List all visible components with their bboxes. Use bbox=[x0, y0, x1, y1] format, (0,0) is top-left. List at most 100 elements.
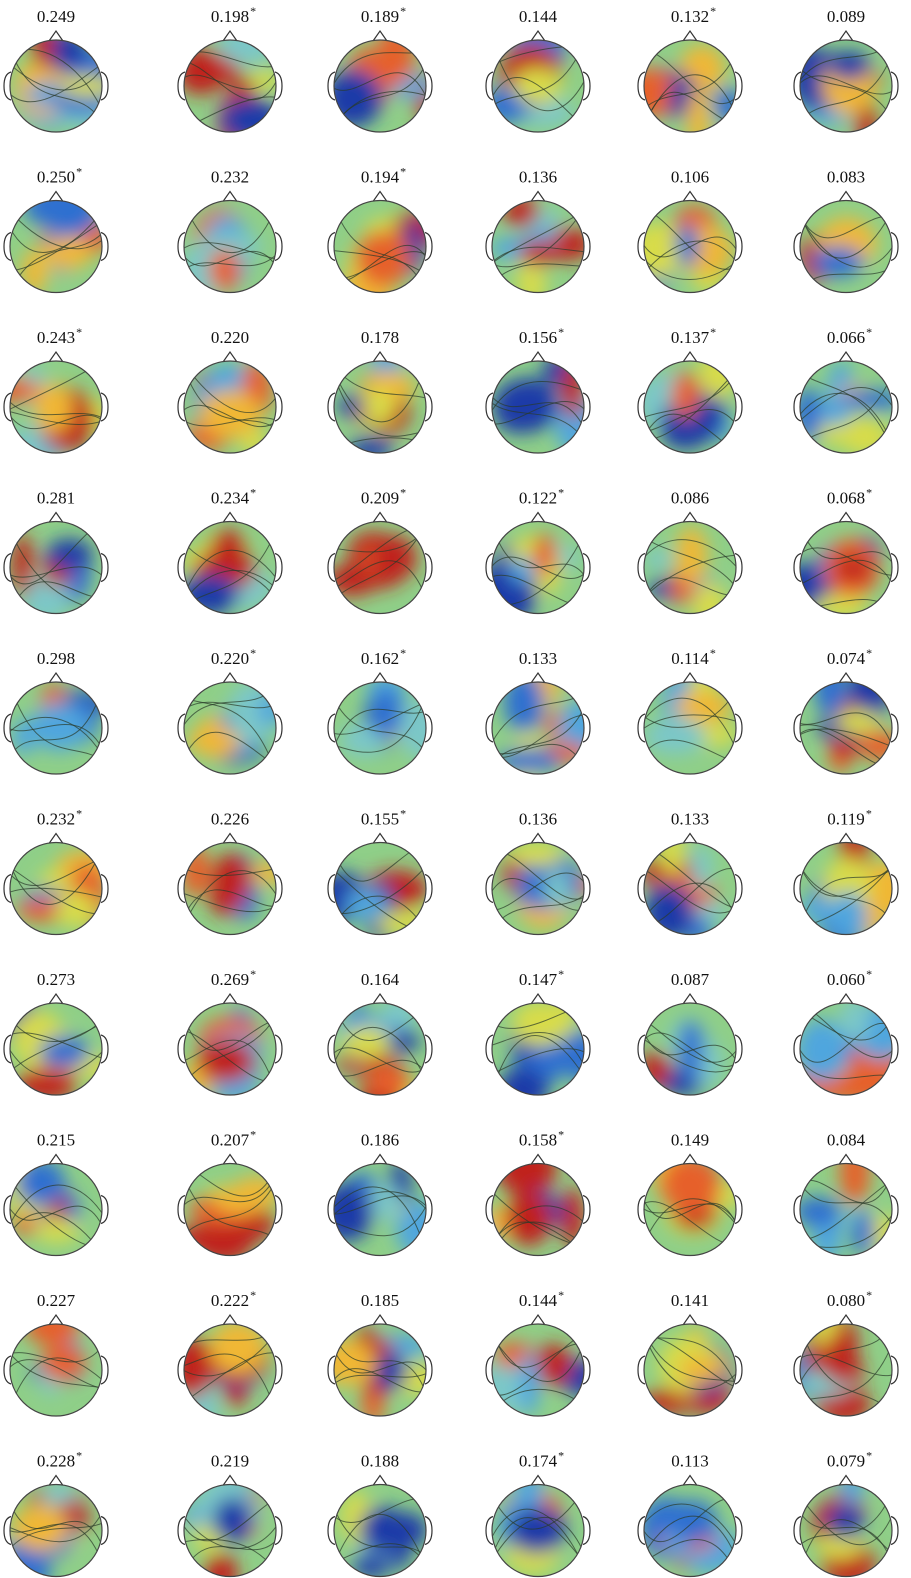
topomap bbox=[178, 834, 288, 935]
topomap-field bbox=[10, 843, 120, 935]
topomap bbox=[630, 192, 742, 294]
value-label: 0.083 bbox=[827, 168, 865, 187]
field-blob bbox=[560, 1030, 601, 1082]
topomap bbox=[788, 1311, 898, 1424]
value-label: 0.269 bbox=[211, 970, 249, 989]
value-label: 0.222 bbox=[211, 1291, 249, 1310]
field-blob bbox=[197, 1040, 254, 1083]
topomap-field bbox=[640, 819, 736, 946]
significance-mark: * bbox=[76, 1449, 82, 1463]
field-blob bbox=[519, 1352, 539, 1415]
value-label: 0.133 bbox=[671, 810, 709, 829]
topomap-field bbox=[640, 1485, 741, 1577]
topomap bbox=[328, 673, 452, 774]
field-blobs bbox=[490, 196, 593, 308]
value-label: 0.219 bbox=[211, 1452, 249, 1471]
value-label: 0.158 bbox=[519, 1131, 557, 1150]
topomap bbox=[794, 1141, 903, 1263]
significance-mark: * bbox=[866, 325, 872, 339]
topomap-field bbox=[790, 40, 892, 147]
topomap bbox=[638, 994, 742, 1095]
value-label: 0.136 bbox=[519, 810, 557, 829]
value-label: 0.226 bbox=[211, 810, 249, 829]
value-label: 0.106 bbox=[671, 168, 709, 187]
field-blob bbox=[644, 884, 693, 940]
topomap bbox=[478, 1315, 602, 1416]
significance-mark: * bbox=[400, 807, 406, 821]
value-label: 0.119 bbox=[827, 810, 865, 829]
topomap-field bbox=[3, 1481, 102, 1578]
topomap bbox=[178, 673, 285, 774]
value-label: 0.074 bbox=[827, 649, 866, 668]
topomap bbox=[794, 825, 911, 950]
topomap bbox=[178, 192, 282, 299]
field-blob bbox=[34, 383, 73, 434]
value-label: 0.162 bbox=[361, 649, 399, 668]
topomap bbox=[790, 31, 898, 147]
field-blob bbox=[504, 672, 544, 732]
topomap-field bbox=[800, 658, 901, 774]
field-blob bbox=[679, 1020, 703, 1083]
field-blob bbox=[375, 1354, 407, 1391]
topomap bbox=[636, 349, 742, 453]
topomap bbox=[4, 1308, 108, 1416]
value-label: 0.186 bbox=[361, 1131, 399, 1150]
significance-mark: * bbox=[250, 1288, 256, 1302]
figure: 0.2490.198*0.189*0.1440.132*0.0890.250*0… bbox=[0, 0, 911, 1578]
value-label: 0.194 bbox=[361, 168, 400, 187]
topomap-field bbox=[470, 1140, 584, 1255]
significance-mark: * bbox=[866, 967, 872, 981]
topomap bbox=[324, 24, 435, 132]
field-blob bbox=[376, 911, 440, 935]
topomap-field bbox=[319, 1161, 444, 1257]
value-label: 0.273 bbox=[37, 970, 75, 989]
field-blob bbox=[210, 1321, 267, 1375]
field-blob bbox=[319, 1339, 375, 1386]
topomap bbox=[3, 1476, 108, 1578]
field-blob bbox=[352, 1554, 390, 1578]
topomap bbox=[171, 1315, 282, 1434]
topomap bbox=[319, 1315, 446, 1426]
value-label: 0.113 bbox=[671, 1452, 709, 1471]
topomap bbox=[476, 513, 590, 625]
topomap-field bbox=[10, 22, 126, 132]
field-blob bbox=[824, 1331, 857, 1384]
value-label: 0.144 bbox=[519, 7, 558, 26]
topomap bbox=[781, 513, 898, 620]
field-blob bbox=[645, 548, 671, 570]
value-label: 0.155 bbox=[361, 810, 399, 829]
page: {"figure": {"rows": [ [{"value": "0.249"… bbox=[0, 0, 911, 1578]
topomap-field bbox=[6, 1159, 102, 1255]
topomap-field bbox=[312, 843, 440, 943]
field-blob bbox=[359, 1507, 406, 1553]
field-blob bbox=[796, 1019, 847, 1082]
topomap-field bbox=[490, 196, 593, 308]
topomap-field bbox=[184, 682, 285, 774]
value-label: 0.232 bbox=[211, 168, 249, 187]
significance-mark: * bbox=[866, 807, 872, 821]
value-label: 0.149 bbox=[671, 1131, 709, 1150]
field-blob bbox=[366, 1065, 411, 1097]
value-label: 0.114 bbox=[671, 649, 709, 668]
topomap bbox=[470, 1140, 590, 1255]
topomap bbox=[794, 352, 904, 456]
topomap bbox=[178, 352, 282, 456]
value-label: 0.227 bbox=[37, 1291, 76, 1310]
significance-mark: * bbox=[866, 486, 872, 500]
topomap bbox=[328, 1476, 432, 1578]
significance-mark: * bbox=[710, 4, 716, 18]
topomap bbox=[638, 819, 742, 946]
value-label: 0.228 bbox=[37, 1452, 75, 1471]
field-blob bbox=[213, 1498, 252, 1543]
value-label: 0.080 bbox=[827, 1291, 865, 1310]
topomap-field bbox=[334, 201, 443, 318]
topomap bbox=[327, 513, 432, 614]
topomap-field bbox=[644, 522, 736, 632]
significance-mark: * bbox=[866, 1288, 872, 1302]
value-label: 0.060 bbox=[827, 970, 865, 989]
value-label: 0.243 bbox=[37, 328, 75, 347]
value-label: 0.147 bbox=[519, 970, 558, 989]
topomap-field bbox=[184, 1472, 276, 1578]
field-blob bbox=[355, 231, 411, 287]
significance-mark: * bbox=[250, 4, 256, 18]
